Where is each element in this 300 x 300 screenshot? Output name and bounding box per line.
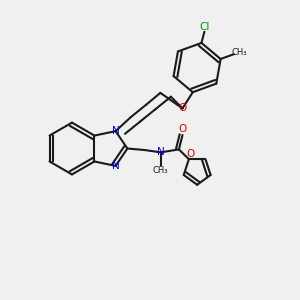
Text: CH₃: CH₃ — [153, 166, 168, 175]
Text: N: N — [157, 147, 164, 158]
Text: N: N — [112, 161, 119, 171]
Text: O: O — [186, 149, 194, 159]
Text: Cl: Cl — [199, 22, 210, 32]
Text: O: O — [178, 103, 187, 113]
Text: N: N — [112, 126, 119, 136]
Text: CH₃: CH₃ — [231, 48, 247, 57]
Text: O: O — [178, 124, 187, 134]
